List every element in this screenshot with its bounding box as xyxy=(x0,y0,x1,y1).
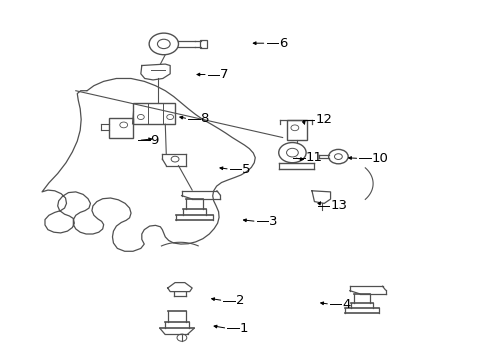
Bar xyxy=(199,40,207,48)
Bar xyxy=(109,118,132,138)
Text: 11: 11 xyxy=(305,151,322,164)
Text: 4: 4 xyxy=(342,298,350,311)
Text: 5: 5 xyxy=(242,163,250,176)
Text: 3: 3 xyxy=(268,215,277,228)
Text: 10: 10 xyxy=(371,152,388,165)
Text: 1: 1 xyxy=(239,322,247,335)
Text: 12: 12 xyxy=(315,113,332,126)
Text: 6: 6 xyxy=(278,37,286,50)
Text: 2: 2 xyxy=(235,294,244,307)
Bar xyxy=(286,120,306,140)
Text: 13: 13 xyxy=(329,199,346,212)
Text: 9: 9 xyxy=(150,134,159,147)
Bar xyxy=(133,103,175,124)
Text: 8: 8 xyxy=(200,112,208,125)
Text: 7: 7 xyxy=(220,68,228,81)
